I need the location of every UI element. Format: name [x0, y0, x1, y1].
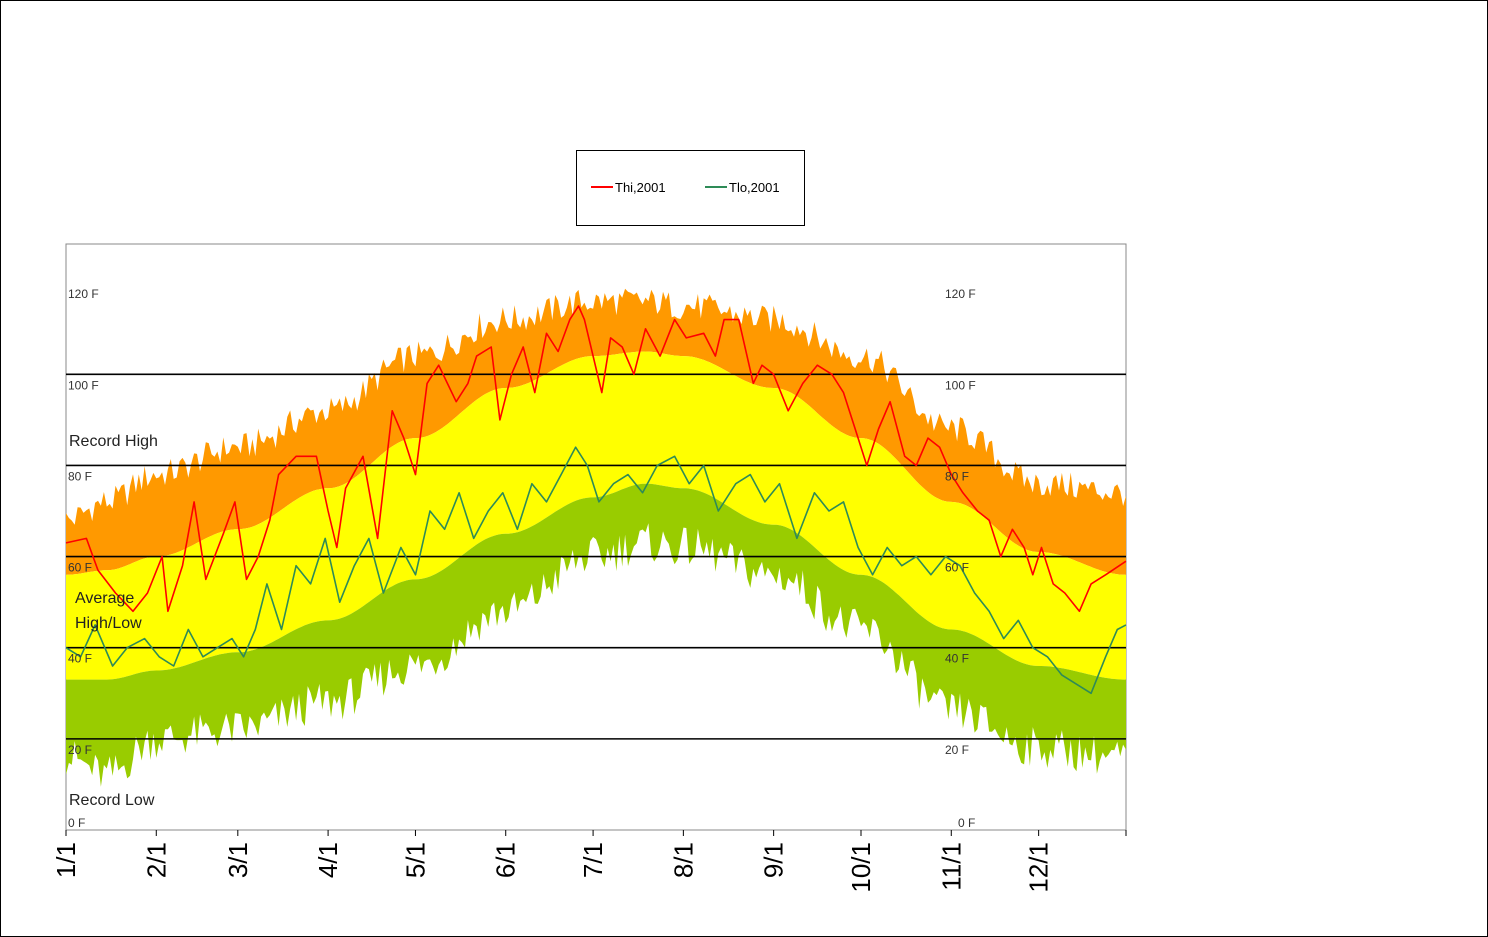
- legend-label-tlo: Tlo,2001: [729, 179, 780, 195]
- y-tick-left-40: 40 F: [68, 652, 92, 666]
- series-line-tlo: [65, 446, 1127, 695]
- y-tick-left-20: 20 F: [68, 743, 92, 757]
- y-tick-right-100: 100 F: [945, 378, 976, 392]
- x-tick-label-7: 8/1: [668, 842, 698, 878]
- x-tick-label-6: 7/1: [578, 842, 608, 878]
- y-tick-left-80: 80 F: [68, 469, 92, 483]
- y-tick-right-0: 0 F: [958, 816, 975, 830]
- x-tick-label-9: 10/1: [846, 842, 876, 893]
- x-tick-label-10: 11/1: [936, 842, 966, 891]
- x-tick-label-0: 1/1: [51, 842, 81, 878]
- x-tick-label-8: 9/1: [759, 842, 789, 878]
- y-axis-left-ticks: 0 F 20 F 40 F 60 F 80 F 100 F 120 F: [68, 287, 99, 830]
- y-tick-left-0: 0 F: [68, 816, 85, 830]
- legend-item-thi: Thi,2001: [591, 179, 666, 195]
- average-label-line1: Average: [75, 590, 134, 607]
- x-tick-label-4: 5/1: [401, 842, 431, 878]
- legend: Thi,2001 Tlo,2001: [576, 150, 805, 226]
- x-tick-label-11: 12/1: [1024, 842, 1054, 893]
- average-band: [66, 351, 1126, 680]
- y-axis-right-ticks: 0 F 20 F 40 F 60 F 80 F 100 F 120 F: [945, 287, 976, 830]
- y-tick-right-20: 20 F: [945, 743, 969, 757]
- y-tick-left-100: 100 F: [68, 378, 99, 392]
- legend-swatch-thi: [591, 186, 613, 188]
- y-tick-right-80: 80 F: [945, 469, 969, 483]
- record-low-label: Record Low: [69, 792, 155, 809]
- legend-label-thi: Thi,2001: [615, 179, 666, 195]
- band-labels: Record High Average High/Low Record Low: [69, 433, 158, 809]
- y-tick-right-120: 120 F: [945, 287, 976, 301]
- legend-item-tlo: Tlo,2001: [705, 179, 780, 195]
- record-low-band: [66, 483, 1126, 787]
- record-high-label: Record High: [69, 433, 158, 450]
- x-tick-label-5: 6/1: [491, 842, 521, 878]
- x-tick-label-3: 4/1: [313, 842, 343, 878]
- x-axis: 1/1 2/1 3/1 4/1 5/1 6/1 7/1 8/1 9/1 10/1 11/1 12/1: [51, 830, 1127, 893]
- y-tick-left-60: 60 F: [68, 561, 92, 575]
- series-lines: [65, 305, 1127, 695]
- y-tick-right-60: 60 F: [945, 561, 969, 575]
- average-label-line2: High/Low: [75, 615, 142, 632]
- climate-bands: [66, 288, 1126, 787]
- y-tick-left-120: 120 F: [68, 287, 99, 301]
- series-line-thi: [65, 305, 1127, 613]
- x-tick-label-1: 2/1: [141, 842, 171, 878]
- y-tick-right-40: 40 F: [945, 652, 969, 666]
- x-tick-label-2: 3/1: [223, 842, 253, 878]
- record-high-band: [66, 288, 1126, 575]
- legend-swatch-tlo: [705, 186, 727, 188]
